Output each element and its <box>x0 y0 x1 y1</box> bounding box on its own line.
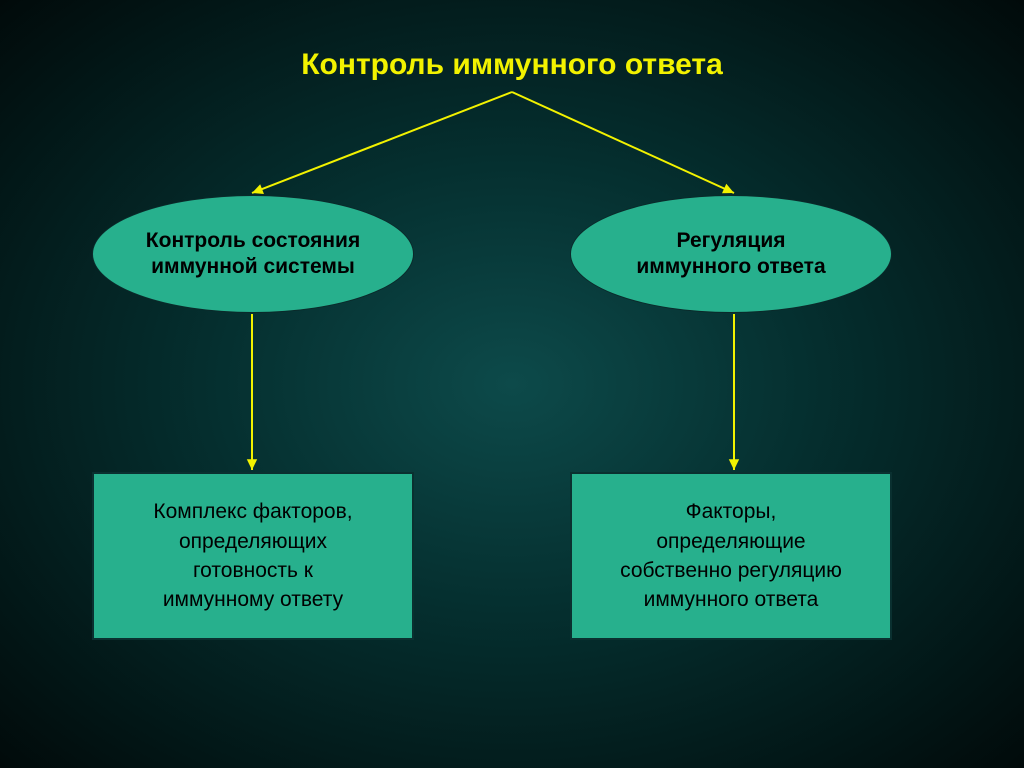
box-right: Факторы, определяющие собственно регуляц… <box>570 472 892 640</box>
ellipse-left-line1: Контроль состояния <box>146 229 360 252</box>
arrow-mid-right <box>734 314 735 470</box>
box-left-line1: Комплекс факторов, <box>153 500 352 523</box>
arrow-mid-left <box>252 314 253 470</box>
box-right-line4: иммунного ответа <box>644 588 819 611</box>
box-left-line4: иммунному ответу <box>163 588 343 611</box>
diagram-title: Контроль иммунного ответа <box>0 48 1024 82</box>
box-left-line3: готовность к <box>193 559 313 582</box>
title-text: Контроль иммунного ответа <box>301 48 723 81</box>
ellipse-left-line2: иммунной системы <box>151 255 355 278</box>
box-right-line3: собственно регуляцию <box>620 559 842 582</box>
box-left: Комплекс факторов, определяющих готовнос… <box>92 472 414 640</box>
arrow-top-left <box>252 92 512 193</box>
ellipse-right-line1: Регуляция <box>677 229 786 252</box>
box-left-line2: определяющих <box>179 530 327 553</box>
ellipse-left: Контроль состояния иммунной системы <box>92 195 414 313</box>
box-right-line2: определяющие <box>656 530 805 553</box>
box-right-line1: Факторы, <box>686 500 777 523</box>
ellipse-right-line2: иммунного ответа <box>636 255 825 278</box>
arrow-top-right <box>512 92 734 193</box>
ellipse-right: Регуляция иммунного ответа <box>570 195 892 313</box>
